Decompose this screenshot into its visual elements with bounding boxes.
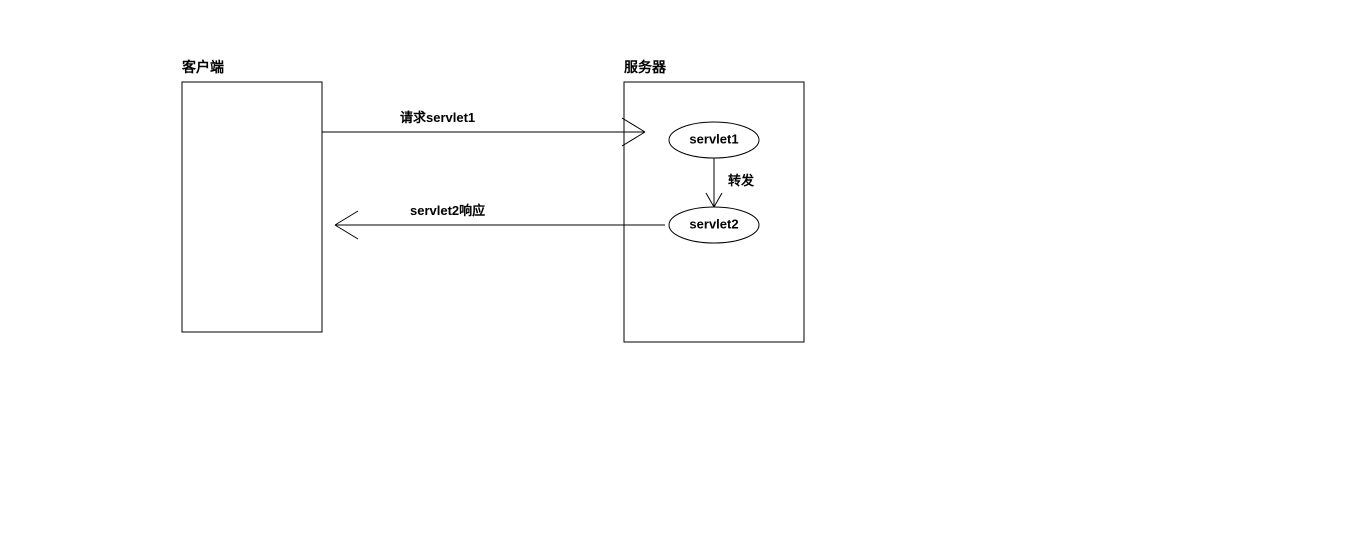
request-arrow-head2 bbox=[622, 132, 645, 146]
response-arrow-head1 bbox=[335, 211, 358, 225]
servlet2-label: servlet2 bbox=[689, 216, 738, 231]
client-box bbox=[182, 82, 322, 332]
forward-arrow-head2 bbox=[714, 193, 722, 207]
response-arrow-head2 bbox=[335, 225, 358, 239]
forward-arrow-head1 bbox=[706, 193, 714, 207]
request-arrow-label: 请求servlet1 bbox=[400, 110, 475, 125]
server-label: 服务器 bbox=[624, 59, 667, 75]
forward-arrow-label: 转发 bbox=[728, 173, 755, 188]
response-arrow-label: servlet2响应 bbox=[410, 203, 485, 218]
servlet1-label: servlet1 bbox=[689, 131, 738, 146]
diagram-canvas: 客户端 服务器 servlet1 servlet2 请求servlet1 ser… bbox=[0, 0, 1360, 548]
server-box bbox=[624, 82, 804, 342]
request-arrow-head1 bbox=[622, 118, 645, 132]
client-label: 客户端 bbox=[181, 59, 224, 75]
